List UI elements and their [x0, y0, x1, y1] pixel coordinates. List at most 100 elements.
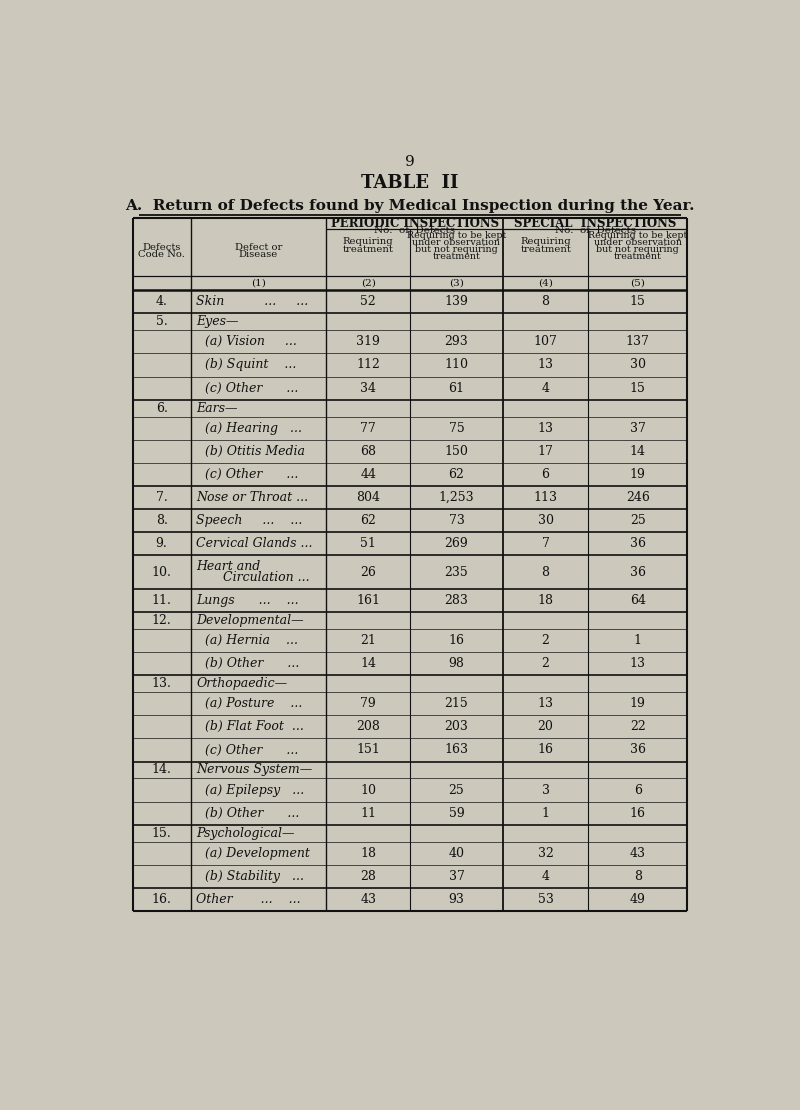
Text: 64: 64 [630, 594, 646, 607]
Text: 139: 139 [445, 295, 469, 309]
Text: treatment: treatment [614, 252, 662, 261]
Text: 13: 13 [538, 697, 554, 710]
Text: Nose or Throat ...: Nose or Throat ... [196, 491, 308, 504]
Text: 14: 14 [360, 657, 376, 670]
Text: 16: 16 [630, 807, 646, 819]
Text: 19: 19 [630, 467, 646, 481]
Text: 107: 107 [534, 335, 558, 349]
Text: Heart and: Heart and [196, 561, 260, 573]
Text: 246: 246 [626, 491, 650, 504]
Text: but not requiring: but not requiring [415, 245, 498, 254]
Text: (c) Other      ...: (c) Other ... [205, 467, 298, 481]
Text: (3): (3) [449, 279, 464, 287]
Text: under observation: under observation [594, 238, 682, 248]
Text: 6: 6 [634, 784, 642, 797]
Text: 98: 98 [449, 657, 465, 670]
Text: Psychological—: Psychological— [196, 827, 294, 839]
Text: (b) Flat Foot  ...: (b) Flat Foot ... [205, 720, 303, 734]
Text: SPECIAL  INSPECTIONS: SPECIAL INSPECTIONS [514, 216, 677, 230]
Text: but not requiring: but not requiring [597, 245, 679, 254]
Text: Speech     ...    ...: Speech ... ... [196, 514, 302, 527]
Text: Code No.: Code No. [138, 251, 185, 260]
Text: 11: 11 [360, 807, 376, 819]
Text: 32: 32 [538, 847, 554, 859]
Text: 11.: 11. [152, 594, 171, 607]
Text: treatment: treatment [433, 252, 480, 261]
Text: 8: 8 [634, 870, 642, 882]
Text: Developmental—: Developmental— [196, 614, 304, 627]
Text: 79: 79 [360, 697, 376, 710]
Text: 62: 62 [360, 514, 376, 527]
Text: treatment: treatment [520, 245, 571, 254]
Text: 51: 51 [360, 537, 376, 551]
Text: Requiring: Requiring [520, 238, 571, 246]
Text: (b) Squint    ...: (b) Squint ... [205, 359, 296, 372]
Text: 15: 15 [630, 295, 646, 309]
Text: 8: 8 [542, 566, 550, 578]
Text: 93: 93 [449, 892, 465, 906]
Text: 73: 73 [449, 514, 465, 527]
Text: 61: 61 [449, 382, 465, 394]
Text: 13: 13 [538, 422, 554, 435]
Text: 20: 20 [538, 720, 554, 734]
Text: 17: 17 [538, 445, 554, 457]
Text: 43: 43 [360, 892, 376, 906]
Text: 19: 19 [630, 697, 646, 710]
Text: 53: 53 [538, 892, 554, 906]
Text: 151: 151 [356, 744, 380, 757]
Text: 5.: 5. [156, 315, 167, 329]
Text: 14: 14 [630, 445, 646, 457]
Text: 7: 7 [542, 537, 550, 551]
Text: 59: 59 [449, 807, 464, 819]
Text: (a) Hearing   ...: (a) Hearing ... [205, 422, 302, 435]
Text: 49: 49 [630, 892, 646, 906]
Text: 161: 161 [356, 594, 380, 607]
Text: PERIODIC INSPECTIONS: PERIODIC INSPECTIONS [330, 216, 498, 230]
Text: 10.: 10. [152, 566, 171, 578]
Text: 110: 110 [445, 359, 469, 372]
Text: Eyes—: Eyes— [196, 315, 238, 329]
Text: (b) Other      ...: (b) Other ... [205, 807, 299, 819]
Text: 34: 34 [360, 382, 376, 394]
Text: 22: 22 [630, 720, 646, 734]
Text: (a) Development: (a) Development [205, 847, 310, 859]
Text: 8: 8 [542, 295, 550, 309]
Text: Orthopaedic—: Orthopaedic— [196, 677, 287, 690]
Text: 12.: 12. [152, 614, 171, 627]
Text: 2: 2 [542, 657, 550, 670]
Text: 3: 3 [542, 784, 550, 797]
Text: (1): (1) [251, 279, 266, 287]
Text: 25: 25 [630, 514, 646, 527]
Text: 36: 36 [630, 537, 646, 551]
Text: 16: 16 [449, 634, 465, 647]
Text: 2: 2 [542, 634, 550, 647]
Text: 36: 36 [630, 744, 646, 757]
Text: 68: 68 [360, 445, 376, 457]
Text: 43: 43 [630, 847, 646, 859]
Text: 4: 4 [542, 870, 550, 882]
Text: 16: 16 [538, 744, 554, 757]
Text: 203: 203 [445, 720, 469, 734]
Text: 163: 163 [445, 744, 469, 757]
Text: 113: 113 [534, 491, 558, 504]
Text: 37: 37 [449, 870, 465, 882]
Text: 28: 28 [360, 870, 376, 882]
Text: 6: 6 [542, 467, 550, 481]
Text: No.  of  Defects: No. of Defects [554, 226, 636, 235]
Text: Defect or: Defect or [235, 243, 282, 252]
Text: 4.: 4. [156, 295, 167, 309]
Text: 1,253: 1,253 [438, 491, 474, 504]
Text: 30: 30 [630, 359, 646, 372]
Text: 52: 52 [360, 295, 376, 309]
Text: (2): (2) [361, 279, 375, 287]
Text: 15.: 15. [152, 827, 171, 839]
Text: 9.: 9. [156, 537, 167, 551]
Text: (b) Other      ...: (b) Other ... [205, 657, 299, 670]
Text: Cervical Glands ...: Cervical Glands ... [196, 537, 313, 551]
Text: 44: 44 [360, 467, 376, 481]
Text: 9: 9 [405, 155, 415, 170]
Text: 319: 319 [356, 335, 380, 349]
Text: (5): (5) [630, 279, 646, 287]
Text: 75: 75 [449, 422, 464, 435]
Text: Other       ...    ...: Other ... ... [196, 892, 301, 906]
